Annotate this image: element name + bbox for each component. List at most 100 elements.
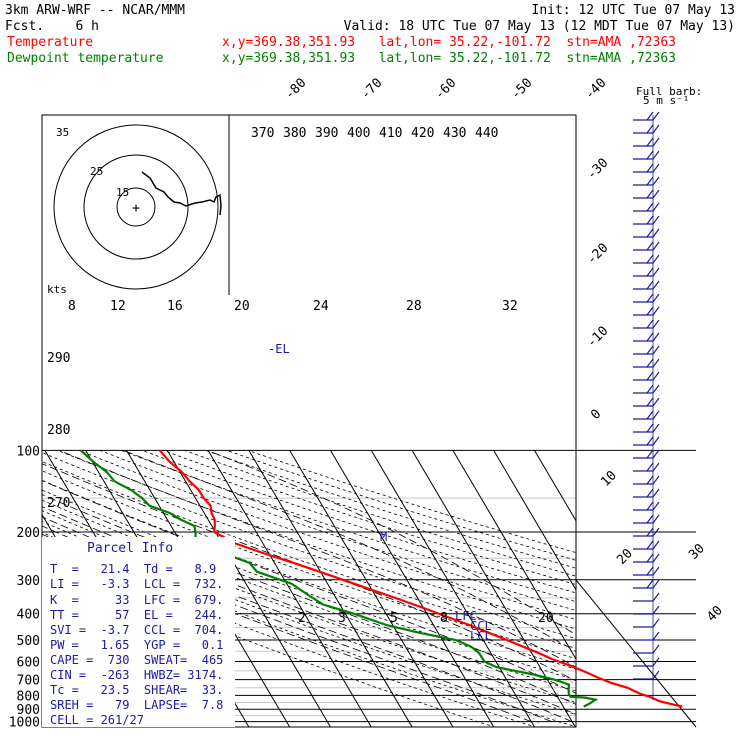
- wind-barb-flag: [652, 644, 660, 654]
- wind-barb-flag: [652, 228, 660, 238]
- pressure-tick-label: 300: [17, 574, 40, 589]
- mixing-ratio-label: 2: [298, 611, 306, 626]
- theta-label: 440: [475, 126, 498, 141]
- mixing-ratio-label: 8: [440, 611, 448, 626]
- moist-adiabat: [207, 450, 576, 636]
- temperature-profile: [159, 449, 683, 708]
- wind-barb-flag: [646, 475, 654, 485]
- dry-adiabat: [78, 450, 576, 621]
- profiles: [80, 449, 683, 708]
- wind-barb-flag: [652, 462, 660, 472]
- wind-barb-flag: [652, 553, 660, 563]
- mixing-ratio-line: [495, 661, 565, 727]
- el-marker: -EL: [268, 342, 290, 356]
- pressure-tick-label: 900: [17, 703, 40, 718]
- wind-barb-flag: [652, 163, 660, 173]
- wind-barb-flag: [646, 540, 654, 550]
- theta-label: 410: [379, 126, 402, 141]
- parcel-row-tc: Tc = 23.5 SHEAR= 33.: [50, 683, 223, 697]
- theta-label: 390: [315, 126, 338, 141]
- temperature-location: x,y=369.38,351.93 lat,lon= 35.22,-101.72…: [222, 35, 676, 50]
- parcel-info-box: Parcel Info T = 21.4 Td = 8.9 LI = -3.3 …: [42, 537, 235, 727]
- temp-tick-label: 10: [598, 468, 620, 490]
- pressure-tick-label: 200: [17, 526, 40, 541]
- parcel-row-sreh: SREH = 79 LAPSE= 7.8: [50, 698, 223, 712]
- lcl-marker: LCL: [470, 629, 492, 643]
- hodograph: 15 25 35 +: [43, 115, 230, 295]
- hodo-ring-label: 25: [90, 165, 103, 178]
- isotherm-line: [166, 450, 332, 727]
- temp-tick-label: 0: [588, 407, 604, 423]
- wind-barb-flag: [646, 254, 654, 264]
- wind-barbs: [633, 111, 660, 700]
- mixing-ratio-line: [625, 662, 703, 728]
- mixing-ratio-label: 28: [406, 299, 422, 314]
- wind-barb-flag: [652, 670, 660, 680]
- parcel-row-cin: CIN = -263 HWBZ= 3174.: [50, 668, 223, 682]
- wind-barb-flag: [652, 657, 660, 667]
- wind-barb-flag: [652, 488, 660, 498]
- theta-label: 290: [47, 351, 70, 366]
- wind-barb-flag: [646, 215, 654, 225]
- pressure-tick-label: 800: [17, 689, 40, 704]
- parcel-row-svi: SVI = -3.7 CCL = 704.: [50, 623, 223, 637]
- wind-barb-flag: [652, 332, 660, 342]
- wind-barb-flag: [646, 358, 654, 368]
- temp-tick-label: -80: [282, 76, 309, 103]
- wind-barb-flag: [646, 501, 654, 511]
- wind-barb-flag: [646, 462, 654, 472]
- wind-barb-flag: [652, 358, 660, 368]
- parcel-row-pw: PW = 1.65 YGP = 0.1: [50, 638, 223, 652]
- dry-adiabat: [42, 520, 576, 715]
- theta-label: 430: [443, 126, 466, 141]
- isotherm-line: [330, 450, 495, 727]
- wind-barb-flag: [646, 241, 654, 251]
- pressure-tick-label: 500: [17, 634, 40, 649]
- hodograph-ring: [53, 124, 219, 290]
- wind-barb-flag: [652, 566, 660, 576]
- dewpoint-location: x,y=369.38,351.93 lat,lon= 35.22,-101.72…: [222, 51, 676, 66]
- wind-barb-flag: [646, 514, 654, 524]
- wind-barb-flag: [646, 488, 654, 498]
- wind-barb-flag: [652, 150, 660, 160]
- isotherm-line: [616, 450, 740, 727]
- isotherm-line: [411, 450, 576, 727]
- theta-label: 270: [47, 496, 70, 511]
- dry-adiabat: [99, 450, 576, 611]
- wind-barb-flag: [652, 202, 660, 212]
- wind-barb-flag: [646, 176, 654, 186]
- dry-adiabat: [42, 510, 576, 703]
- isotherm-line: [452, 450, 576, 661]
- wind-barb-flag: [652, 137, 660, 147]
- temp-tick-label: 40: [704, 603, 726, 625]
- moist-adiabat: [59, 450, 576, 668]
- wind-barb-flag: [652, 371, 660, 381]
- wind-barb-flag: [652, 384, 660, 394]
- pressure-tick-label: 1000: [9, 716, 40, 731]
- kts-label: kts: [47, 283, 67, 296]
- wind-barb-flag: [652, 280, 660, 290]
- mixing-ratio-label: 16: [167, 299, 183, 314]
- wind-barb-flag: [646, 397, 654, 407]
- pressure-tick-label: 700: [17, 674, 40, 689]
- wind-barb-flag: [646, 280, 654, 290]
- wind-barb-flag: [652, 514, 660, 524]
- wind-barb-flag: [652, 293, 660, 303]
- wind-barb-flag: [646, 137, 654, 147]
- wind-barb-flag: [646, 566, 654, 576]
- wind-barb-flag: [652, 592, 660, 602]
- ccl-marker: CCL: [470, 619, 492, 633]
- parcel-row-k: K = 33 LFC = 679.: [50, 593, 223, 607]
- temp-tick-label: -60: [432, 76, 459, 103]
- pressure-tick-label: 600: [17, 655, 40, 670]
- temp-tick-label: -70: [358, 76, 385, 103]
- temp-tick-label: -20: [584, 241, 611, 268]
- parcel-row-cell: CELL = 261/27: [50, 713, 144, 727]
- hodo-ring-label: 15: [116, 186, 129, 199]
- barb-legend-title: Full barb:: [636, 85, 702, 98]
- parcel-row-tt: TT = 57 EL = 244.: [50, 608, 223, 622]
- model-title: 3km ARW-WRF -- NCAR/MMM: [5, 3, 185, 18]
- pressure-tick-label: 400: [17, 608, 40, 623]
- hodograph-background: [43, 116, 229, 295]
